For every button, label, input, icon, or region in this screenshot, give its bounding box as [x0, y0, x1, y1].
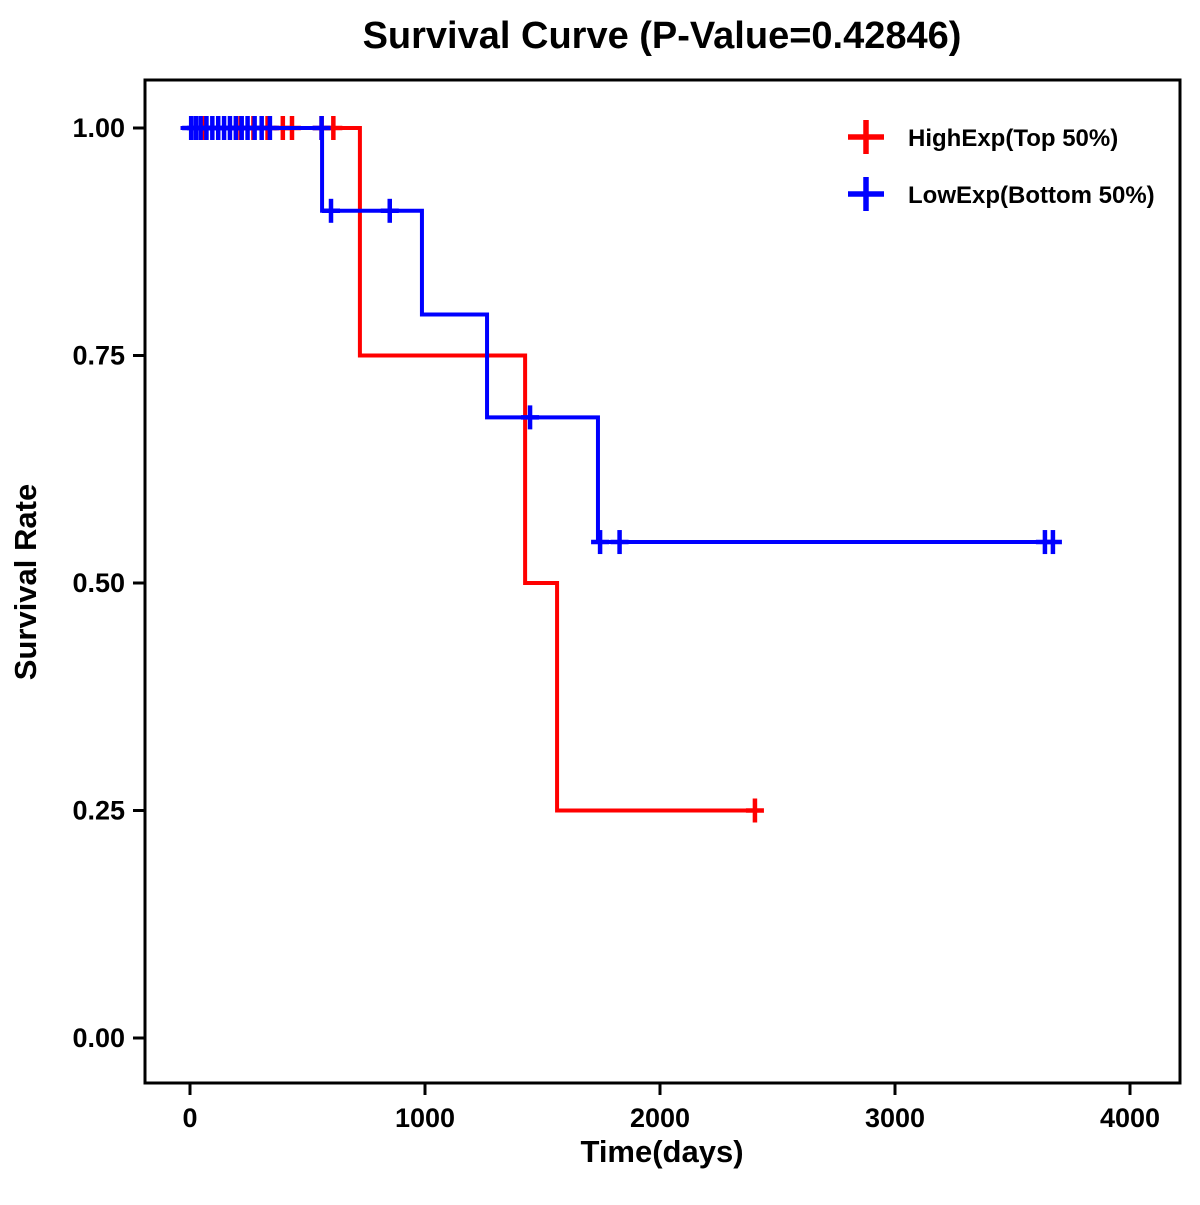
series-step-line — [180, 126, 755, 813]
x-tick-label: 1000 — [395, 1103, 455, 1133]
y-tick-label: 0.50 — [72, 568, 125, 598]
x-tick-label: 0 — [182, 1103, 197, 1133]
series-step-line — [180, 126, 1053, 545]
y-tick-label: 1.00 — [72, 113, 125, 143]
plot-area-border — [143, 78, 1182, 1085]
chart-title: Survival Curve (P-Value=0.42846) — [363, 15, 962, 57]
x-tick-label: 4000 — [1100, 1103, 1160, 1133]
series-curves — [180, 116, 1062, 823]
y-tick-label: 0.25 — [72, 796, 125, 826]
y-tick-label: 0.00 — [72, 1023, 125, 1053]
x-axis-title: Time(days) — [580, 1134, 743, 1169]
legend: HighExp(Top 50%) LowExp(Bottom 50%) — [848, 120, 1155, 211]
legend-label: LowExp(Bottom 50%) — [908, 182, 1155, 209]
y-axis-title: Survival Rate — [8, 484, 43, 680]
y-axis-ticks: 0.00 0.25 0.50 0.75 1.00 — [72, 113, 145, 1053]
x-tick-label: 2000 — [630, 1103, 690, 1133]
x-tick-label: 3000 — [865, 1103, 925, 1133]
legend-label: HighExp(Top 50%) — [908, 125, 1118, 152]
y-tick-label: 0.75 — [72, 341, 125, 371]
x-axis-ticks: 0 1000 2000 3000 4000 — [182, 1083, 1160, 1133]
